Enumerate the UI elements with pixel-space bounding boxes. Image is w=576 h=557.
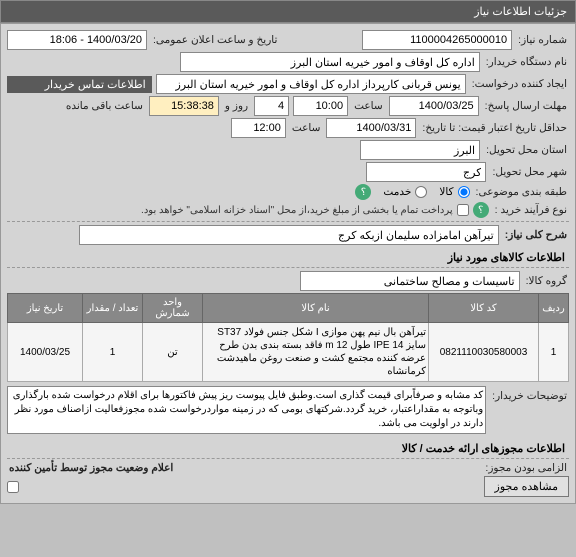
remain-days-label: روز و — [223, 100, 250, 112]
purchase-note-checkbox[interactable] — [457, 204, 469, 216]
th-unit: واحد شمارش — [143, 294, 203, 323]
budget-service-label: خدمت — [383, 186, 411, 198]
td-qty: 1 — [83, 323, 143, 382]
permit-required-label: الزامی بودن مجوز: — [483, 462, 569, 474]
purchase-type-label: نوع فرآیند خرید : — [493, 204, 569, 216]
th-name: نام کالا — [203, 294, 429, 323]
need-no-label: شماره نیاز: — [516, 34, 569, 46]
pub-datetime-label: تاریخ و ساعت اعلان عمومی: — [151, 34, 279, 46]
th-qty: تعداد / مقدار — [83, 294, 143, 323]
table-header-row: ردیف کد کالا نام کالا واحد شمارش تعداد /… — [8, 294, 569, 323]
buyer-notes-label: توضیحات خریدار: — [490, 386, 569, 402]
delivery-province-label: استان محل تحویل: — [484, 144, 569, 156]
view-permit-button[interactable]: مشاهده مجوز — [484, 476, 569, 497]
td-unit: تن — [143, 323, 203, 382]
min-validity-time-input[interactable] — [231, 118, 286, 138]
budget-service-radio[interactable] — [415, 186, 427, 198]
delivery-province-input[interactable] — [360, 140, 480, 160]
budget-goods-label: کالا — [439, 186, 453, 198]
budget-goods-radio[interactable] — [458, 186, 470, 198]
min-validity-date-input[interactable] — [326, 118, 416, 138]
min-validity-label: حداقل تاریخ اعتبار قیمت: تا تاریخ: — [420, 122, 569, 134]
deadline-label: مهلت ارسال پاسخ: — [483, 100, 569, 112]
table-row[interactable]: 1 0821110030580003 تیرآهن بال نیم پهن مو… — [8, 323, 569, 382]
remain-days-input[interactable] — [254, 96, 289, 116]
creator-label: ایجاد کننده درخواست: — [470, 78, 569, 90]
goods-group-label: گروه کالا: — [524, 275, 569, 287]
buyer-org-input[interactable] — [180, 52, 480, 72]
need-title-label: شرح کلی نیاز: — [503, 229, 569, 241]
buyer-notes-text[interactable]: کد مشابه و صرفاًبرای قیمت گذاری است.وطبق… — [7, 386, 486, 434]
th-date: تاریخ نیاز — [8, 294, 83, 323]
goods-group-input[interactable] — [300, 271, 520, 291]
permit-status-label: اعلام وضعیت مجوز توسط تأمین کننده — [7, 462, 175, 474]
buyer-org-label: نام دستگاه خریدار: — [484, 56, 569, 68]
th-idx: ردیف — [539, 294, 569, 323]
deadline-time-input[interactable] — [293, 96, 348, 116]
creator-input[interactable] — [156, 74, 466, 94]
deadline-time-label: ساعت — [352, 100, 385, 112]
th-code: کد کالا — [429, 294, 539, 323]
td-code: 0821110030580003 — [429, 323, 539, 382]
service-permits-header: اطلاعات مجوزهای ارائه خدمت / کالا — [7, 438, 569, 457]
purchase-note: پرداخت تمام یا بخشی از مبلغ خرید،از محل … — [141, 205, 453, 216]
min-validity-time-label: ساعت — [290, 122, 323, 134]
panel-title: جزئیات اطلاعات نیاز — [474, 6, 567, 18]
need-title-input[interactable] — [79, 225, 499, 245]
need-no-input[interactable] — [362, 30, 512, 50]
permit-status-checkbox[interactable] — [7, 481, 19, 493]
panel-header: جزئیات اطلاعات نیاز — [0, 0, 576, 23]
remain-suffix: ساعت باقی مانده — [64, 100, 145, 112]
delivery-city-input[interactable] — [366, 162, 486, 182]
remain-time-input[interactable] — [149, 96, 219, 116]
panel-body: شماره نیاز: تاریخ و ساعت اعلان عمومی: نا… — [0, 23, 576, 504]
delivery-city-label: شهر محل تحویل: — [490, 166, 569, 178]
items-table: ردیف کد کالا نام کالا واحد شمارش تعداد /… — [7, 293, 569, 382]
td-idx: 1 — [539, 323, 569, 382]
deadline-date-input[interactable] — [389, 96, 479, 116]
td-date: 1400/03/25 — [8, 323, 83, 382]
help-icon[interactable]: ؟ — [355, 184, 371, 200]
budget-label: طبقه بندی موضوعی: — [474, 186, 569, 198]
pub-datetime-input[interactable] — [7, 30, 147, 50]
td-name: تیرآهن بال نیم پهن موازی I شکل جنس فولاد… — [203, 323, 429, 382]
buyer-contact-header: اطلاعات تماس خریدار — [7, 76, 152, 93]
purchase-help-icon[interactable]: ؟ — [473, 202, 489, 218]
need-items-header: اطلاعات کالاهای مورد نیاز — [7, 247, 569, 266]
